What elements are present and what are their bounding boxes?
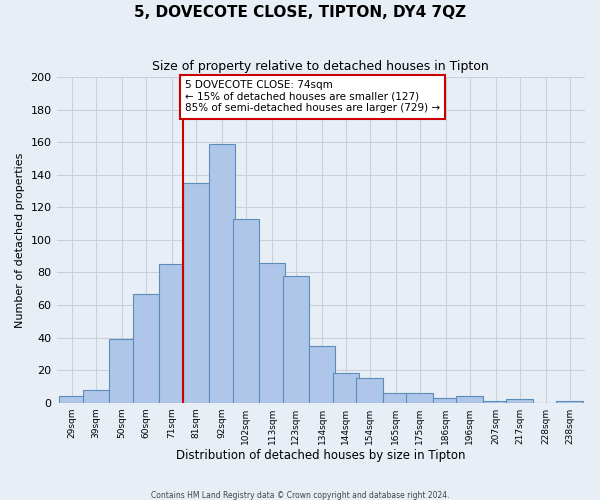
Bar <box>556 401 583 402</box>
Bar <box>59 396 85 402</box>
Y-axis label: Number of detached properties: Number of detached properties <box>15 152 25 328</box>
Bar <box>259 262 285 402</box>
Bar <box>233 218 259 402</box>
Bar <box>209 144 235 402</box>
Bar <box>457 396 482 402</box>
Bar <box>283 276 309 402</box>
Bar <box>356 378 383 402</box>
Bar <box>506 400 533 402</box>
Text: 5 DOVECOTE CLOSE: 74sqm
← 15% of detached houses are smaller (127)
85% of semi-d: 5 DOVECOTE CLOSE: 74sqm ← 15% of detache… <box>185 80 440 114</box>
X-axis label: Distribution of detached houses by size in Tipton: Distribution of detached houses by size … <box>176 450 466 462</box>
Bar <box>309 346 335 403</box>
Text: Contains HM Land Registry data © Crown copyright and database right 2024.: Contains HM Land Registry data © Crown c… <box>151 490 449 500</box>
Bar <box>482 401 509 402</box>
Text: 5, DOVECOTE CLOSE, TIPTON, DY4 7QZ: 5, DOVECOTE CLOSE, TIPTON, DY4 7QZ <box>134 5 466 20</box>
Bar <box>109 339 135 402</box>
Bar <box>433 398 459 402</box>
Bar <box>332 374 359 402</box>
Bar <box>133 294 159 403</box>
Bar <box>159 264 185 402</box>
Bar <box>383 393 409 402</box>
Bar <box>406 393 433 402</box>
Bar <box>183 183 209 402</box>
Title: Size of property relative to detached houses in Tipton: Size of property relative to detached ho… <box>152 60 489 73</box>
Bar <box>83 390 109 402</box>
